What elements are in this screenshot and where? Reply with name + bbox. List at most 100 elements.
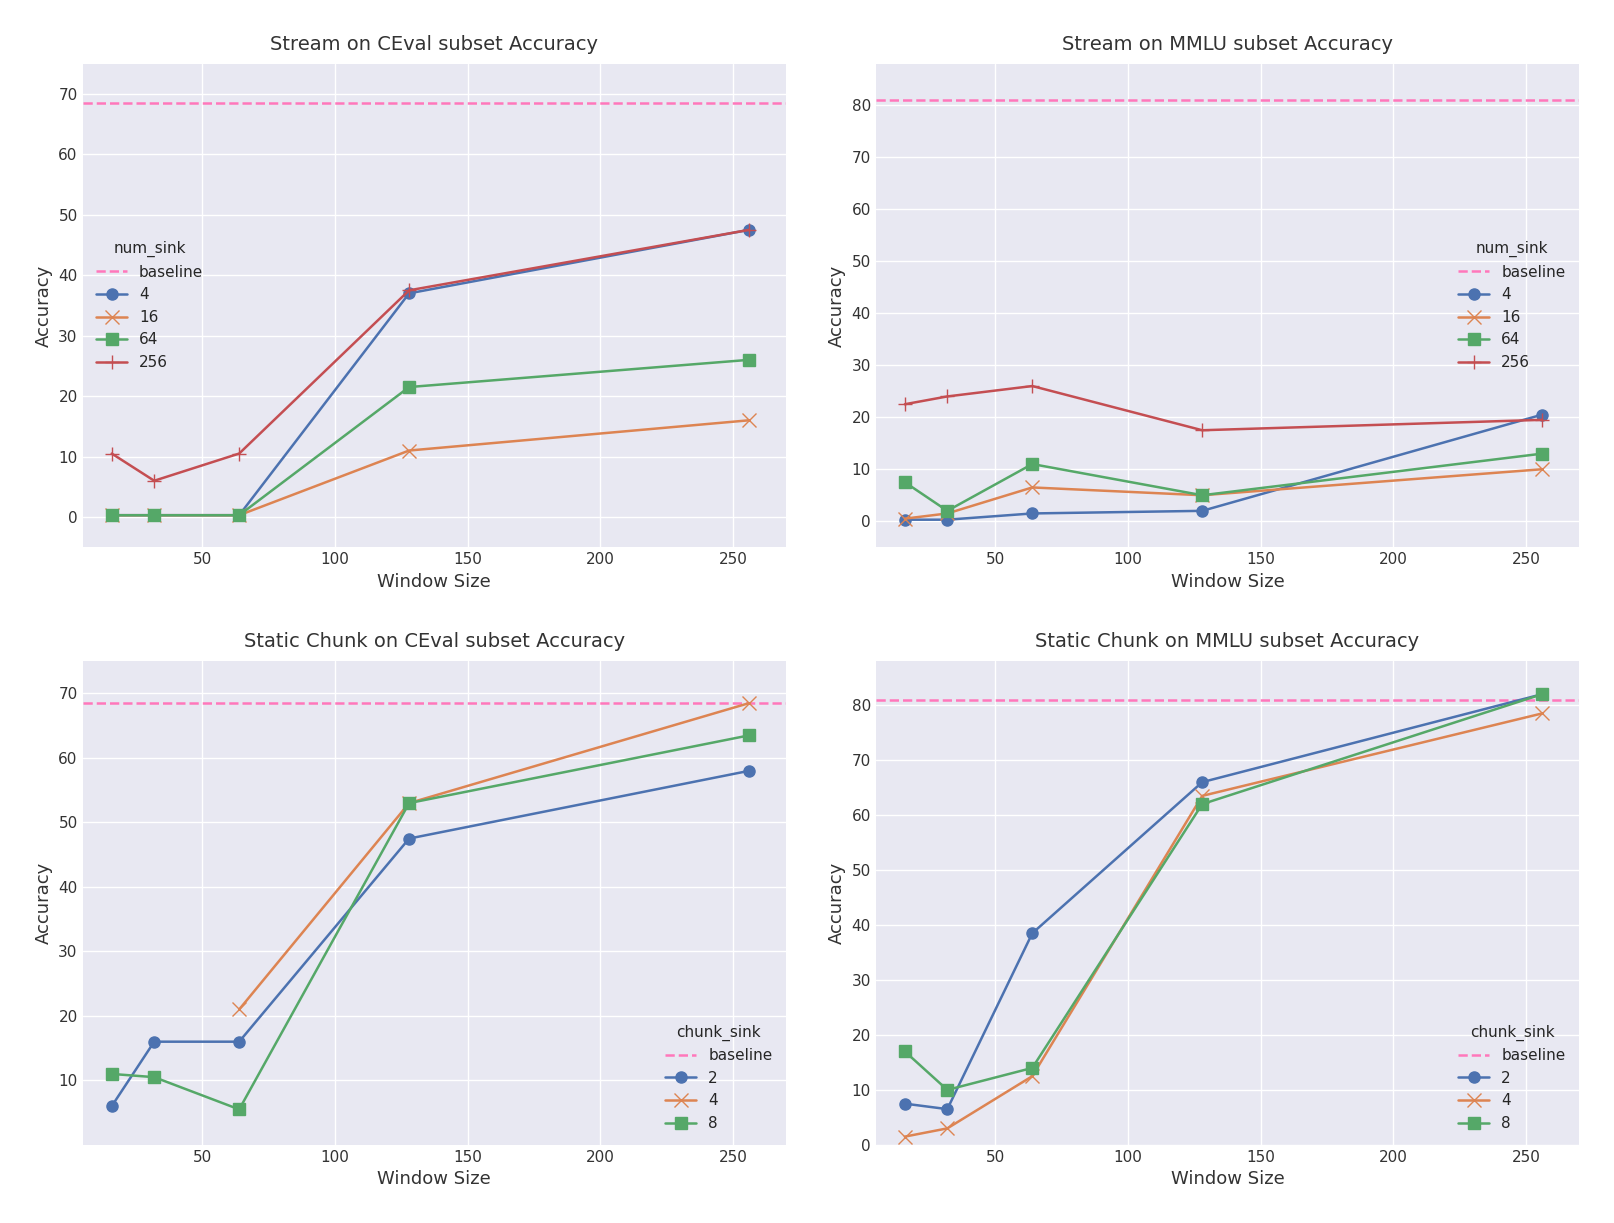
Line: 64: 64 (107, 355, 755, 521)
16 (739, 413, 759, 428)
2 (739, 763, 759, 778)
2 (938, 1102, 957, 1117)
8 (1023, 1060, 1043, 1075)
Y-axis label: Accuracy: Accuracy (828, 862, 846, 944)
Line: 4: 4 (899, 408, 1548, 525)
baseline (855, 93, 875, 108)
256 (938, 389, 957, 404)
4 (145, 508, 165, 522)
baseline (63, 95, 82, 110)
Y-axis label: Accuracy: Accuracy (36, 264, 53, 346)
8 (938, 1082, 957, 1097)
256 (1532, 412, 1551, 427)
4 (896, 1129, 915, 1144)
16 (102, 508, 121, 522)
256 (399, 283, 418, 297)
64 (102, 508, 121, 522)
64 (399, 379, 418, 394)
64 (1023, 456, 1043, 471)
4 (1023, 506, 1043, 521)
16 (896, 511, 915, 526)
Line: 256: 256 (897, 379, 1549, 437)
4 (229, 1002, 249, 1016)
64 (229, 508, 249, 522)
256 (102, 446, 121, 461)
64 (938, 504, 957, 519)
2 (399, 832, 418, 846)
16 (1193, 488, 1212, 503)
Line: 2: 2 (107, 766, 755, 1112)
Line: 256: 256 (105, 223, 755, 488)
Title: Stream on CEval subset Accuracy: Stream on CEval subset Accuracy (270, 34, 599, 54)
256 (145, 473, 165, 488)
X-axis label: Window Size: Window Size (378, 572, 491, 591)
2 (145, 1035, 165, 1049)
4 (102, 508, 121, 522)
4 (1193, 789, 1212, 804)
8 (1193, 796, 1212, 811)
X-axis label: Window Size: Window Size (378, 1170, 491, 1189)
16 (399, 443, 418, 457)
baseline (60, 95, 79, 110)
16 (938, 506, 957, 521)
8 (399, 796, 418, 811)
2 (102, 1098, 121, 1113)
baseline (852, 692, 872, 707)
8 (229, 1102, 249, 1117)
baseline (60, 696, 79, 711)
Line: 4: 4 (232, 696, 755, 1016)
8 (102, 1066, 121, 1081)
baseline (852, 93, 872, 108)
Y-axis label: Accuracy: Accuracy (36, 862, 53, 944)
256 (739, 223, 759, 237)
256 (1193, 423, 1212, 438)
Line: 4: 4 (107, 224, 755, 521)
Line: 4: 4 (897, 707, 1549, 1144)
256 (1023, 379, 1043, 394)
16 (1023, 481, 1043, 495)
Legend: baseline, 4, 16, 64, 256: baseline, 4, 16, 64, 256 (90, 235, 210, 377)
64 (145, 508, 165, 522)
8 (739, 728, 759, 742)
4 (1023, 1069, 1043, 1084)
2 (1193, 775, 1212, 790)
4 (896, 512, 915, 527)
X-axis label: Window Size: Window Size (1170, 1170, 1285, 1189)
64 (1193, 488, 1212, 503)
Y-axis label: Accuracy: Accuracy (828, 264, 846, 346)
2 (1532, 687, 1551, 702)
Line: 16: 16 (897, 462, 1549, 526)
4 (938, 512, 957, 527)
8 (145, 1070, 165, 1085)
Line: 64: 64 (899, 448, 1548, 516)
2 (1023, 926, 1043, 940)
256 (896, 397, 915, 412)
4 (938, 1121, 957, 1136)
Title: Stream on MMLU subset Accuracy: Stream on MMLU subset Accuracy (1062, 34, 1393, 54)
Line: 8: 8 (107, 730, 755, 1115)
4 (399, 796, 418, 811)
4 (739, 696, 759, 711)
baseline (63, 696, 82, 711)
2 (229, 1035, 249, 1049)
4 (229, 508, 249, 522)
2 (896, 1096, 915, 1110)
4 (739, 223, 759, 237)
Title: Static Chunk on MMLU subset Accuracy: Static Chunk on MMLU subset Accuracy (1036, 632, 1420, 652)
4 (1532, 407, 1551, 422)
4 (1193, 504, 1212, 519)
64 (1532, 446, 1551, 461)
Line: 16: 16 (105, 413, 755, 522)
X-axis label: Window Size: Window Size (1170, 572, 1285, 591)
64 (739, 352, 759, 367)
8 (1532, 687, 1551, 702)
Title: Static Chunk on CEval subset Accuracy: Static Chunk on CEval subset Accuracy (244, 632, 625, 652)
Line: 8: 8 (899, 689, 1548, 1096)
baseline (855, 692, 875, 707)
Legend: baseline, 2, 4, 8: baseline, 2, 4, 8 (1453, 1019, 1572, 1137)
256 (229, 446, 249, 461)
16 (1532, 462, 1551, 477)
Legend: baseline, 4, 16, 64, 256: baseline, 4, 16, 64, 256 (1453, 235, 1572, 377)
16 (229, 508, 249, 522)
Legend: baseline, 2, 4, 8: baseline, 2, 4, 8 (659, 1019, 778, 1137)
